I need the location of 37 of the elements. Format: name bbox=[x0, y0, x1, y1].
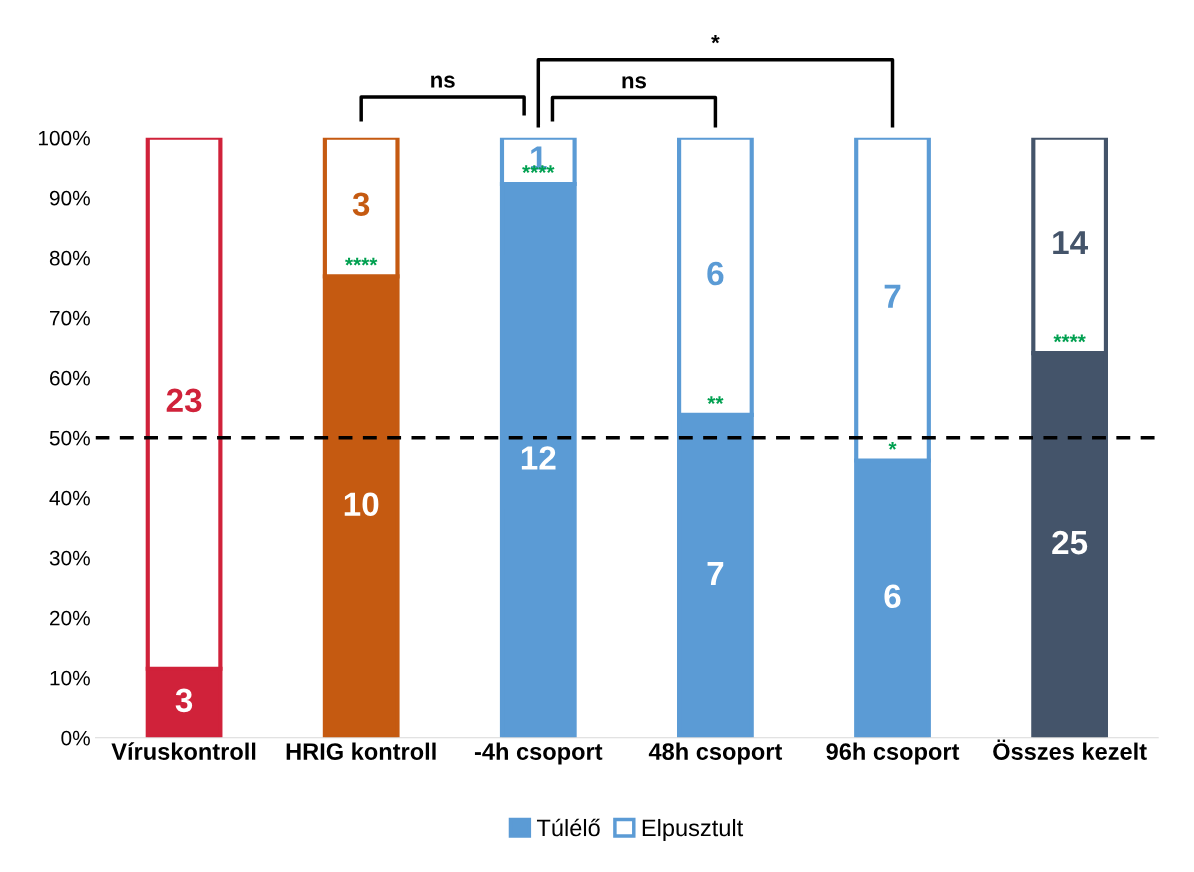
annotation: **** bbox=[345, 257, 378, 266]
annotation: 6 bbox=[884, 584, 901, 609]
y-tick-label: 10% bbox=[50, 670, 90, 686]
text: ns bbox=[622, 76, 646, 89]
y-tick-label: 20% bbox=[50, 610, 90, 626]
annotation: * bbox=[888, 441, 897, 450]
x-tick-label: Víruskontroll bbox=[111, 742, 256, 760]
annotation: 23 bbox=[166, 388, 202, 413]
annotation: 25 bbox=[1052, 530, 1088, 555]
y-tick-label: 40% bbox=[49, 490, 90, 506]
legend-label: Elpusztult bbox=[642, 818, 744, 841]
annotation: **** bbox=[1053, 334, 1086, 343]
text: * bbox=[711, 35, 720, 44]
x-tick-label: HRIG kontroll bbox=[286, 742, 436, 760]
y-tick-label: 70% bbox=[50, 310, 90, 326]
annotation: 7 bbox=[884, 284, 901, 308]
y-tick-label: 60% bbox=[50, 370, 90, 386]
x-tick-label: -4h csoport bbox=[474, 742, 603, 765]
y-tick-label: 90% bbox=[49, 190, 90, 206]
annotation: ** bbox=[707, 396, 724, 405]
x-tick-label: 48h csoport bbox=[648, 742, 783, 765]
annotation: 7 bbox=[707, 562, 724, 585]
y-tick-label: 0% bbox=[61, 730, 90, 746]
x-tick-label: Összes kezelt bbox=[993, 739, 1147, 760]
annotation: 6 bbox=[707, 261, 724, 286]
y-tick-label: 30% bbox=[49, 550, 90, 566]
text: ns bbox=[431, 75, 455, 88]
y-tick-label: 80% bbox=[49, 250, 90, 266]
y-tick-label: 100% bbox=[38, 130, 90, 146]
x-tick-label: 96h csoport bbox=[826, 742, 960, 765]
annotation: 3 bbox=[175, 688, 193, 713]
annotation: 3 bbox=[352, 192, 370, 217]
annotation: 14 bbox=[1053, 231, 1088, 255]
legend-label: Túlélő bbox=[536, 818, 600, 837]
y-tick-label: 50% bbox=[49, 430, 90, 446]
annotation: 12 bbox=[521, 446, 556, 470]
annotation: 10 bbox=[344, 492, 379, 516]
